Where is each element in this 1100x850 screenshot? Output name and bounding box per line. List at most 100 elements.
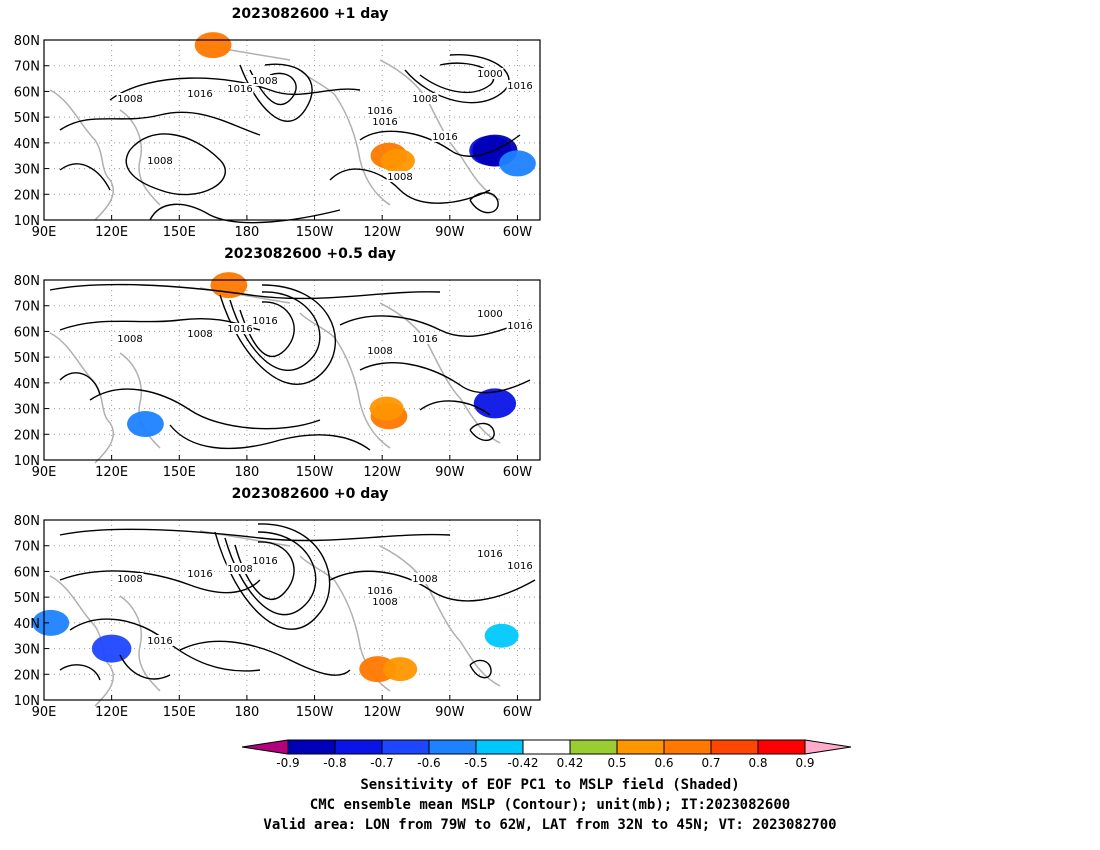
- map-frame: [43, 519, 541, 701]
- lon-tick-label: 150W: [296, 465, 334, 480]
- isobar: [119, 654, 171, 680]
- lat-tick-label: 80N: [14, 274, 40, 289]
- lon-tick-label: 90E: [32, 225, 57, 240]
- lat-tick-label: 40N: [14, 137, 40, 152]
- contour-label: 1016: [367, 586, 392, 597]
- colorbar-swatch: [616, 739, 665, 755]
- contour-label-bg: [226, 563, 254, 574]
- contour-label: 1008: [117, 334, 142, 345]
- isobar: [59, 528, 451, 542]
- map-frame: [43, 279, 541, 461]
- map-plot-area: [44, 520, 540, 700]
- contour-label-bg: [186, 328, 214, 339]
- contour-label: 1016: [252, 556, 277, 567]
- contour-label-bg: [371, 596, 399, 607]
- contour-label: 1008: [117, 574, 142, 585]
- contour-label-bg: [116, 93, 144, 104]
- contour-label: 1008: [367, 346, 392, 357]
- isobar: [239, 301, 295, 358]
- contour-label: 1016: [507, 321, 532, 332]
- lon-tick-label: 180: [234, 465, 259, 480]
- contour-label-bg: [186, 568, 214, 579]
- shaded-region: [499, 150, 536, 177]
- shaded-region: [91, 634, 132, 663]
- contour-label-bg: [411, 573, 439, 584]
- lon-tick-label: 60W: [503, 225, 533, 240]
- contour-label: 1000: [477, 309, 502, 320]
- lon-tick-label: 120E: [95, 705, 128, 720]
- lon-tick-label: 120E: [95, 465, 128, 480]
- lon-tick-label: 120E: [95, 225, 128, 240]
- isobar: [109, 77, 361, 101]
- contour-label-bg: [506, 320, 534, 331]
- colorbar: -0.9 -0.8 -0.7 -0.6 -0.5 -0.42 0.42 0.5 0.6 0.7 0.…: [241, 739, 852, 770]
- contour-label: 1016: [367, 106, 392, 117]
- colorbar-swatch: [334, 739, 383, 755]
- contour-label: 1008: [412, 94, 437, 105]
- isobar: [419, 400, 491, 416]
- contour-label-bg: [366, 105, 394, 116]
- isobar: [419, 62, 495, 93]
- lon-tick-label: 60W: [503, 465, 533, 480]
- lat-tick-label: 30N: [14, 643, 40, 658]
- contour-label-bg: [476, 548, 504, 559]
- isobar: [59, 111, 261, 136]
- lat-tick-label: 40N: [14, 617, 40, 632]
- contour-label: 1008: [387, 172, 412, 183]
- isobar: [359, 362, 531, 394]
- lon-tick-label: 150E: [163, 705, 196, 720]
- contour-label-bg: [476, 68, 504, 79]
- colorbar-label: 0.6: [654, 756, 673, 770]
- isobar: [329, 570, 536, 602]
- lat-tick-label: 60N: [14, 325, 40, 340]
- lat-tick-label: 10N: [14, 694, 40, 709]
- mslp-contours: [59, 54, 521, 224]
- contour-label-bg: [506, 560, 534, 571]
- lat-tick-label: 20N: [14, 668, 40, 683]
- isobar: [89, 388, 321, 430]
- isobar: [149, 203, 341, 224]
- contour-label: 1000: [477, 69, 502, 80]
- contour-label: 1008: [117, 94, 142, 105]
- colorbar-label: -0.5: [464, 756, 487, 770]
- contour-label: 1016: [227, 324, 252, 335]
- isobar: [125, 133, 227, 196]
- contour-label: 1016: [432, 132, 457, 143]
- contour-label: 1016: [412, 334, 437, 345]
- lat-tick-label: 30N: [14, 163, 40, 178]
- mslp-contours: [49, 283, 531, 451]
- shaded-region: [383, 657, 418, 682]
- contour-label: 1016: [252, 316, 277, 327]
- contour-label: 1016: [477, 549, 502, 560]
- colorbar-label: -0.42: [507, 756, 538, 770]
- contour-label-bg: [116, 573, 144, 584]
- lat-tick-label: 70N: [14, 60, 40, 75]
- contour-label-bg: [251, 75, 279, 86]
- caption-line-1: Sensitivity of EOF PC1 to MSLP field (Sh…: [360, 777, 740, 793]
- lat-tick-label: 80N: [14, 34, 40, 49]
- lon-tick-label: 90W: [435, 465, 465, 480]
- lon-tick-label: 150W: [296, 225, 334, 240]
- colorbar-swatch: [663, 739, 712, 755]
- contour-label-bg: [371, 116, 399, 127]
- lon-tick-label: 150E: [163, 225, 196, 240]
- colorbar-swatch: [428, 739, 477, 755]
- lon-tick-label: 90W: [435, 705, 465, 720]
- isobar: [59, 163, 111, 191]
- contour-label-bg: [226, 83, 254, 94]
- contour-label-bg: [411, 93, 439, 104]
- map-plot-area: [44, 40, 540, 220]
- contour-label-bg: [476, 308, 504, 319]
- isobar: [59, 664, 101, 681]
- colorbar-label: -0.7: [370, 756, 393, 770]
- lat-tick-label: 80N: [14, 514, 40, 529]
- contour-label: 1008: [227, 564, 252, 575]
- isobar: [214, 523, 331, 630]
- contour-label: 1008: [372, 597, 397, 608]
- lat-tick-label: 50N: [14, 111, 40, 126]
- lat-tick-label: 60N: [14, 565, 40, 580]
- contour-label: 1008: [147, 156, 172, 167]
- map-panel-plus-1-day: 1008 101610081016101610001008101610161008…: [14, 32, 541, 240]
- lat-tick-label: 20N: [14, 188, 40, 203]
- colorbar-label: 0.5: [607, 756, 626, 770]
